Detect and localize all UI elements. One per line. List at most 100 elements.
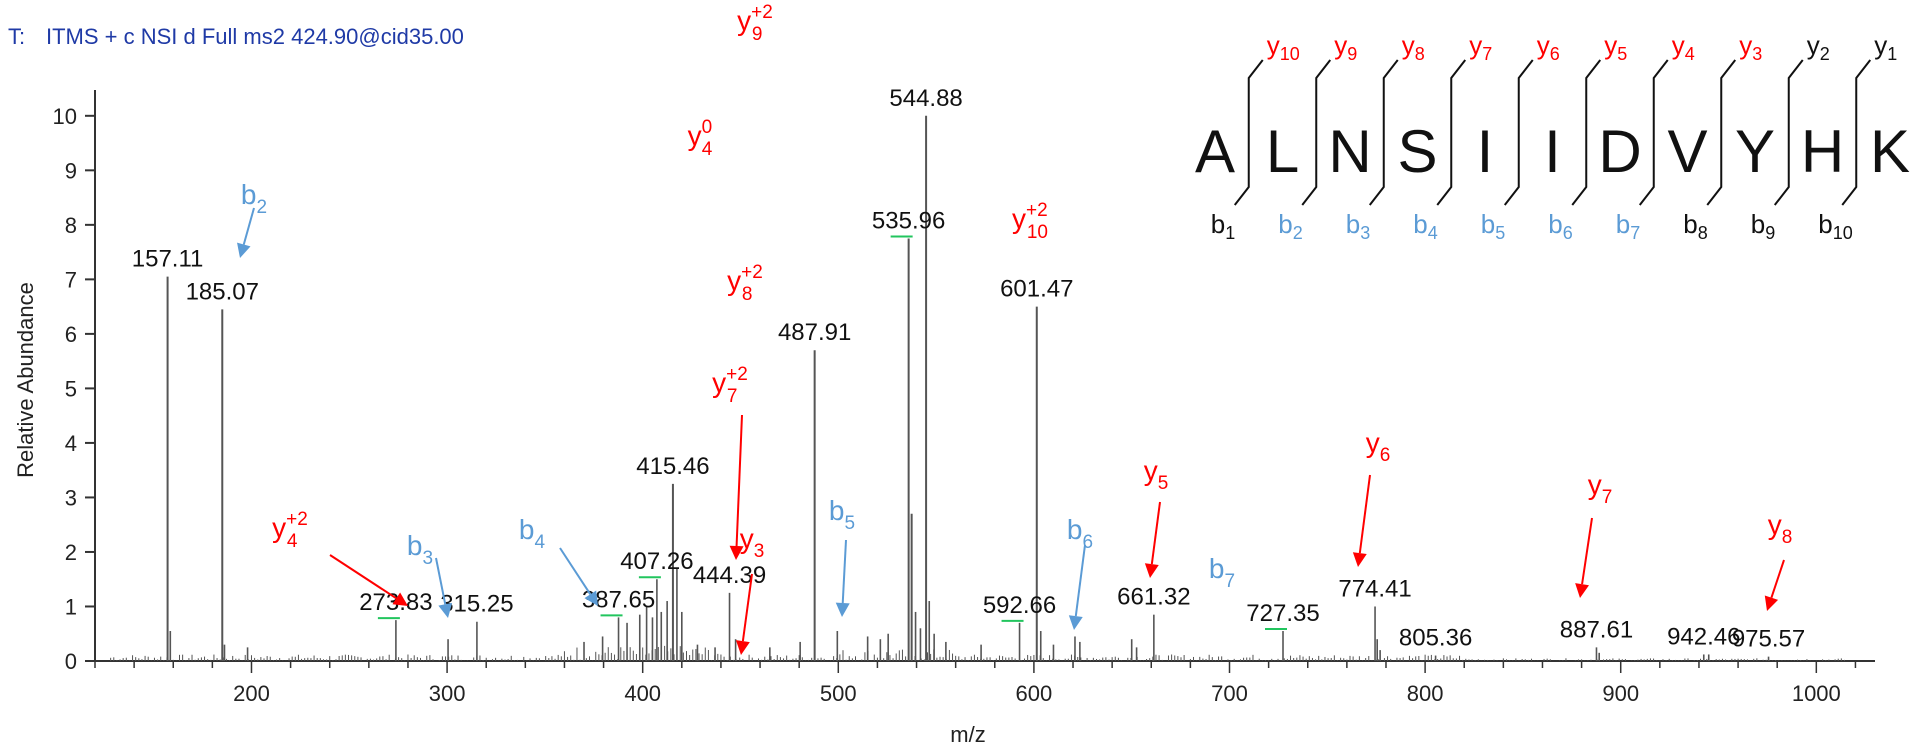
cleavage-bracket bbox=[1301, 59, 1332, 206]
residue-3: N bbox=[1328, 118, 1371, 185]
b-frag-label-5: b5 bbox=[1481, 209, 1505, 243]
ion-label-y+27: y+2 7 bbox=[712, 364, 748, 407]
ion-arrows bbox=[237, 207, 1785, 655]
peak-label-601.47: 601.47 bbox=[1000, 276, 1073, 303]
ion-label-b6: b6 bbox=[1067, 514, 1093, 553]
x-tick-label: 500 bbox=[820, 681, 857, 706]
peak-label-942.46: 942.46 bbox=[1667, 623, 1740, 650]
ion-label-b4: b4 bbox=[519, 514, 546, 553]
peak-label-444.39: 444.39 bbox=[693, 562, 766, 589]
y-frag-label-10: y10 bbox=[1267, 30, 1300, 64]
peak-label-887.61: 887.61 bbox=[1560, 616, 1633, 643]
b-frag-label-7: b7 bbox=[1616, 209, 1640, 243]
y-frag-label-9: y9 bbox=[1334, 30, 1357, 64]
peak-label-805.36: 805.36 bbox=[1399, 625, 1472, 652]
cleavage-bracket bbox=[1368, 59, 1399, 206]
y-axis-title: Relative Abundance bbox=[13, 282, 38, 478]
cleavage-bracket bbox=[1638, 59, 1669, 206]
ion-arrow-head bbox=[735, 640, 750, 655]
cleavage-bracket bbox=[1436, 59, 1467, 206]
y-tick-label: 7 bbox=[65, 267, 77, 292]
ion-arrow bbox=[559, 547, 592, 595]
y-tick-label: 1 bbox=[65, 594, 77, 619]
y-tick-label: 10 bbox=[53, 104, 77, 129]
ion-label-y5: y5 bbox=[1144, 455, 1169, 494]
x-tick-label: 900 bbox=[1602, 681, 1639, 706]
peaks bbox=[166, 115, 1770, 661]
residue-2: L bbox=[1266, 118, 1299, 185]
y-frag-label-5: y5 bbox=[1604, 30, 1627, 64]
ion-labels: y+2 9 y0 4 y+2 10 y+2 8 y+2 7 y+2 4 y3 y5 y6 y7 y8 b2 b3 b4… bbox=[241, 2, 1792, 592]
y-tick-label: 6 bbox=[65, 322, 77, 347]
residue-1: A bbox=[1195, 118, 1235, 185]
peak-label-592.66: 592.66 bbox=[983, 592, 1056, 619]
b-frag-label-1: b1 bbox=[1211, 209, 1235, 243]
peak-label-774.41: 774.41 bbox=[1338, 575, 1411, 602]
baseline-noise bbox=[110, 645, 1845, 661]
scan-label: T: bbox=[8, 24, 25, 49]
x-tick-label: 300 bbox=[429, 681, 466, 706]
peak-label-415.46: 415.46 bbox=[636, 453, 709, 480]
cleavage-bracket bbox=[1233, 59, 1264, 206]
residue-8: V bbox=[1667, 118, 1707, 185]
ion-arrow-head bbox=[1352, 552, 1367, 567]
ion-arrow bbox=[1581, 517, 1593, 585]
cleavage-bracket bbox=[1571, 59, 1602, 206]
y-tick-label: 0 bbox=[65, 649, 77, 674]
shoulders bbox=[377, 235, 1288, 631]
x-tick-label: 200 bbox=[233, 681, 270, 706]
y-frag-label-6: y6 bbox=[1537, 30, 1560, 64]
y-tick-label: 5 bbox=[65, 376, 77, 401]
peptide-sequence-map: A L N S I I D V Y H Ky10b1y9b2y8b3y7b4y6b5y5b6y4b7… bbox=[1195, 30, 1910, 243]
peak-label-661.32: 661.32 bbox=[1117, 584, 1190, 611]
y-frag-label-1: y1 bbox=[1874, 30, 1897, 64]
ion-label-y6: y6 bbox=[1366, 427, 1391, 466]
ion-arrow-head bbox=[1144, 563, 1159, 578]
y-frag-label-4: y4 bbox=[1672, 30, 1695, 64]
y-tick-label: 2 bbox=[65, 540, 77, 565]
y-tick-label: 8 bbox=[65, 213, 77, 238]
ion-label-y+210: y+2 10 bbox=[1012, 200, 1048, 243]
ion-arrow bbox=[1770, 559, 1785, 599]
y-frag-label-2: y2 bbox=[1807, 30, 1830, 64]
residue-10: H bbox=[1801, 118, 1844, 185]
cleavage-bracket bbox=[1706, 59, 1737, 206]
residue-9: Y bbox=[1735, 118, 1775, 185]
ion-arrow-head bbox=[438, 602, 453, 618]
cleavage-bracket bbox=[1773, 59, 1804, 206]
peak-label-157.11: 157.11 bbox=[132, 246, 204, 273]
ion-arrow-head bbox=[1764, 595, 1779, 611]
peak-label-407.26: 407.26 bbox=[620, 548, 693, 575]
ion-arrow bbox=[1150, 501, 1161, 565]
peak-label-544.88: 544.88 bbox=[889, 85, 962, 112]
ion-arrow-head bbox=[729, 545, 744, 560]
ion-label-b5: b5 bbox=[829, 495, 855, 534]
ion-label-y04: y0 4 bbox=[688, 117, 713, 160]
y-frag-label-7: y7 bbox=[1469, 30, 1492, 64]
peak-label-487.91: 487.91 bbox=[778, 319, 851, 346]
y-tick-label: 9 bbox=[65, 158, 77, 183]
y-ticks: 0 1 2 3 4 5 6 7 8 9 10 bbox=[53, 104, 95, 674]
b-frag-label-6: b6 bbox=[1548, 209, 1572, 243]
ion-arrow bbox=[1074, 544, 1086, 617]
b-frag-label-9: b9 bbox=[1751, 209, 1775, 243]
residue-11: K bbox=[1870, 118, 1910, 185]
y-frag-label-3: y3 bbox=[1739, 30, 1762, 64]
peak-label-727.35: 727.35 bbox=[1246, 600, 1319, 627]
ion-label-y3: y3 bbox=[740, 523, 765, 562]
ion-label-y8: y8 bbox=[1768, 509, 1793, 548]
ion-label-y+24: y+2 4 bbox=[272, 509, 308, 552]
b-frag-label-2: b2 bbox=[1278, 209, 1302, 243]
y-tick-label: 3 bbox=[65, 485, 77, 510]
ion-arrow bbox=[435, 557, 447, 605]
b-frag-label-3: b3 bbox=[1346, 209, 1370, 243]
y-frag-label-8: y8 bbox=[1402, 30, 1425, 64]
x-tick-label: 400 bbox=[624, 681, 661, 706]
ion-arrow bbox=[329, 554, 397, 600]
peak-label-975.57: 975.57 bbox=[1732, 626, 1805, 653]
x-tick-label: 1000 bbox=[1792, 681, 1841, 706]
x-tick-label: 800 bbox=[1407, 681, 1444, 706]
ion-label-b3: b3 bbox=[407, 530, 433, 569]
b-frag-label-4: b4 bbox=[1413, 209, 1437, 243]
